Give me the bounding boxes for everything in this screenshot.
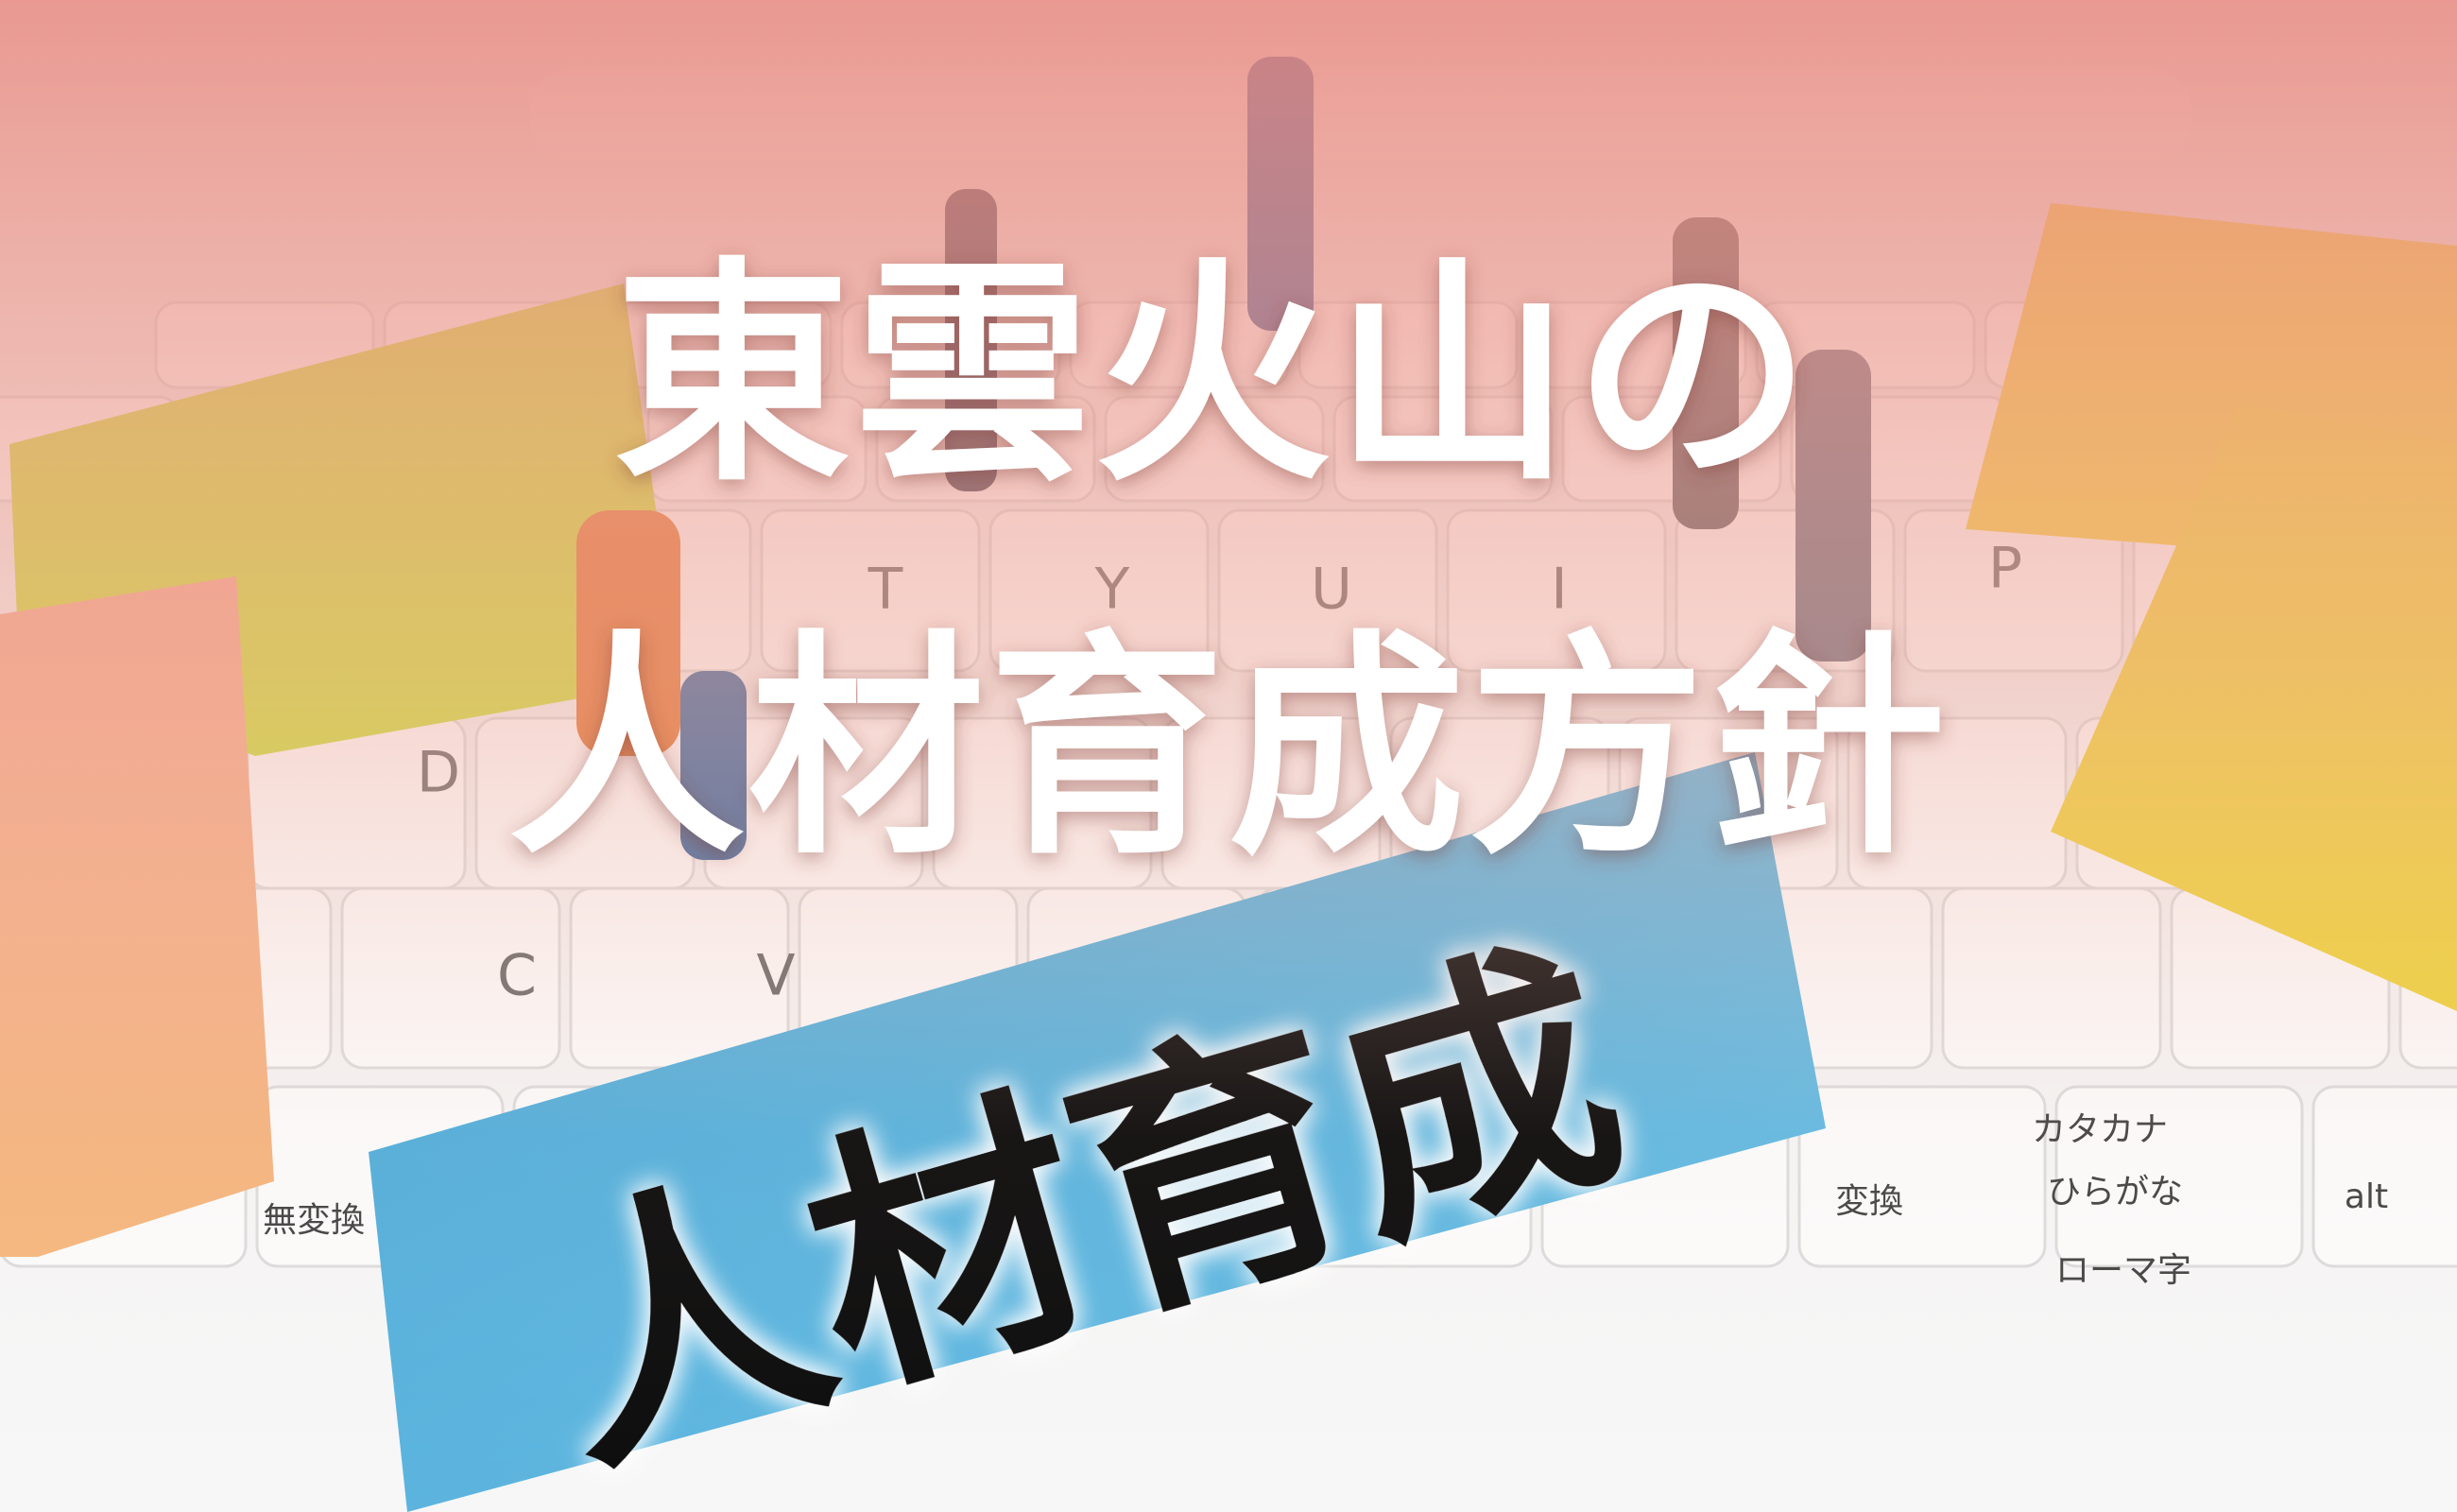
title-line: 東雲火山の <box>614 237 1814 512</box>
title-line: 人材育成方針 <box>508 610 1949 885</box>
